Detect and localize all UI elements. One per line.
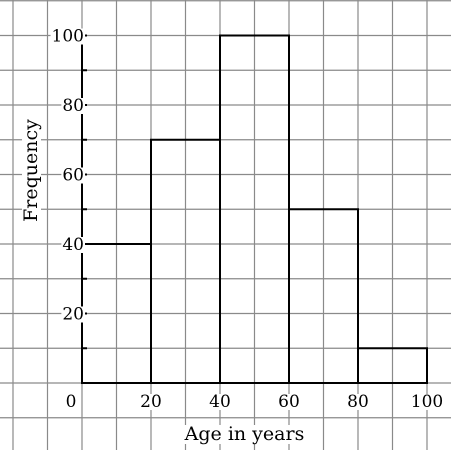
y-tick-label: 40: [62, 235, 84, 255]
x-tick-label: 80: [347, 392, 369, 412]
tick-labels: 20 40 60 80 100 20 40 60 80 100: [50, 27, 445, 412]
y-tick-label: 80: [62, 96, 84, 116]
tick-label-background: [409, 394, 445, 410]
x-tick-label: 100: [411, 392, 443, 412]
tick-label-background: [61, 237, 85, 253]
origin-label: 0: [66, 392, 77, 412]
histogram-bar: [357, 347, 428, 384]
tick-label-background: [50, 28, 85, 45]
x-axis-title: Age in years: [184, 423, 305, 445]
y-tick-label: 60: [62, 166, 84, 186]
x-tick-label: 60: [278, 392, 300, 412]
y-axis-title-background: [22, 116, 41, 224]
x-tick-label: 20: [140, 392, 162, 412]
y-axis-title: Frequency: [20, 119, 42, 222]
x-tick-label: 40: [209, 392, 231, 412]
tick-label-background: [61, 306, 85, 323]
tick-label-background: [61, 98, 85, 114]
x-axis-title-background: [181, 425, 307, 444]
tick-label-background: [277, 394, 301, 410]
tick-label-background: [139, 394, 163, 410]
y-tick-label: 100: [52, 27, 84, 47]
tick-label-background: [208, 394, 232, 410]
tick-label-background: [61, 167, 85, 184]
tick-label-background: [346, 394, 370, 410]
histogram-bars: [81, 34, 428, 384]
y-tick-label: 20: [62, 305, 84, 325]
histogram-bar: [288, 208, 359, 384]
